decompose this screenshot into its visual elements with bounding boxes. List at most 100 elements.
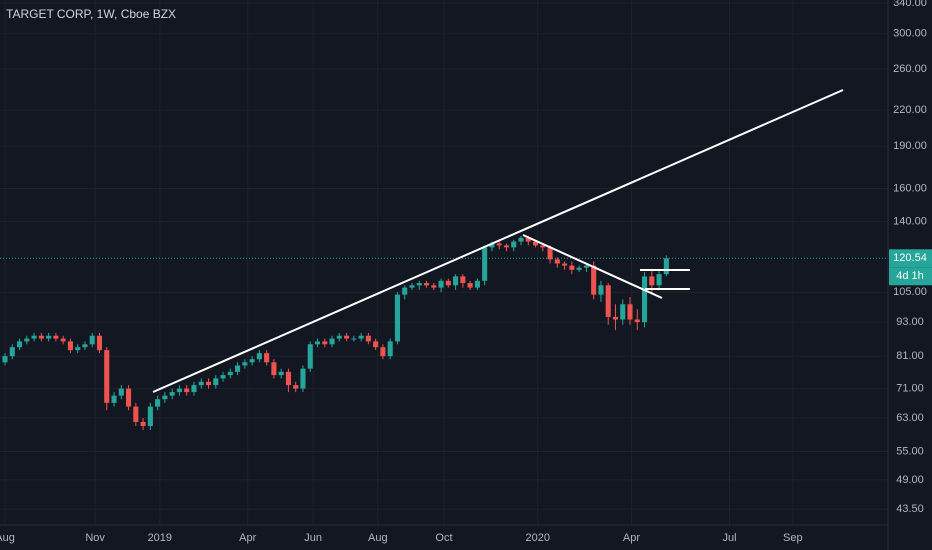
candle-body [264, 353, 270, 363]
candle-body [547, 247, 553, 260]
candle-body [2, 356, 8, 363]
candle-body [365, 335, 371, 342]
candle-body [532, 241, 539, 246]
candle-body [525, 237, 531, 242]
candle-body [46, 335, 52, 339]
candle-body [191, 385, 197, 393]
x-tick-label: Nov [85, 532, 105, 544]
candle-body [307, 344, 313, 369]
candle-body [256, 353, 262, 360]
candle-body [344, 335, 350, 339]
y-tick-label: 43.50 [896, 503, 924, 515]
candle-body [605, 285, 611, 317]
y-tick-label: 105.00 [893, 286, 927, 298]
candle-body [467, 283, 473, 288]
candle-body [554, 259, 560, 264]
candle-body [394, 294, 400, 342]
x-tick-label: 2019 [148, 532, 172, 544]
candle-body [358, 335, 364, 339]
y-tick-label: 160.00 [893, 182, 927, 194]
candle-body [293, 385, 299, 389]
candle-body [227, 371, 233, 376]
candle-body [336, 335, 342, 339]
candle-body [431, 285, 437, 288]
candle-body [53, 335, 59, 339]
candle-body [583, 265, 589, 268]
candle-body [612, 316, 619, 320]
candle-body [17, 341, 23, 348]
candle-body [518, 237, 524, 242]
x-tick-label: Apr [239, 532, 256, 544]
candle-body [285, 371, 291, 386]
candle-body [75, 347, 81, 351]
candles [0, 235, 888, 431]
x-tick-label: Sep [783, 532, 803, 544]
candle-body [235, 365, 241, 372]
candle-body [402, 287, 408, 295]
candle-body [278, 371, 284, 376]
candle-body [162, 395, 168, 400]
candle-body [503, 245, 510, 248]
candle-body [627, 304, 633, 320]
candle-body [249, 359, 255, 363]
candle-body [184, 388, 190, 393]
candle-body [198, 381, 204, 386]
candle-body [133, 406, 139, 422]
candle-body [205, 381, 212, 386]
candle-body [438, 280, 444, 288]
x-tick-label: Jun [304, 532, 322, 544]
y-tick-label: 140.00 [893, 215, 927, 227]
candle-body [111, 395, 117, 403]
candle-body [409, 285, 415, 288]
candle-body [489, 243, 495, 248]
candle-body [511, 241, 517, 248]
y-tick-label: 81.00 [896, 350, 924, 362]
candle-body [423, 283, 430, 286]
countdown-box [889, 267, 932, 286]
y-tick-label: 63.00 [896, 412, 924, 424]
last-price-label: 120.54 [893, 252, 927, 264]
y-tick-label: 220.00 [893, 104, 927, 116]
candle-body [314, 341, 321, 345]
candle-body [118, 388, 124, 396]
y-tick-label: 300.00 [893, 28, 927, 40]
candle-body [598, 285, 604, 295]
x-tick-label: 2020 [525, 532, 549, 544]
candle-body [300, 368, 306, 389]
candle-body [96, 335, 103, 351]
candle-body [9, 347, 15, 357]
candle-body [31, 335, 37, 339]
candle-body [126, 388, 132, 407]
y-tick-label: 190.00 [893, 140, 927, 152]
candle-body [569, 265, 575, 270]
candle-body [169, 392, 175, 396]
candle-body [67, 341, 73, 351]
x-tick-label: Aug [0, 532, 15, 544]
candle-body [591, 265, 597, 295]
y-tick-label: 93.00 [896, 316, 924, 328]
x-tick-label: Oct [435, 532, 452, 544]
candle-body [176, 388, 182, 393]
candle-body [416, 283, 422, 286]
candle-body [562, 263, 568, 266]
candle-body [496, 243, 502, 246]
candle-body [220, 375, 226, 379]
candle-body [140, 421, 146, 426]
candle-body [656, 274, 662, 286]
candle-body [663, 258, 669, 275]
chart-title: TARGET CORP, 1W, Cboe BZX [6, 7, 176, 21]
trendline [152, 89, 844, 393]
candle-body [460, 276, 466, 284]
candle-body [89, 335, 95, 345]
candle-body [387, 341, 393, 357]
candle-body [373, 341, 379, 348]
y-tick-label: 71.00 [896, 383, 924, 395]
countdown-label: 4d 1h [896, 270, 924, 282]
candle-body [445, 280, 451, 286]
candle-body [155, 399, 161, 407]
candle-body [82, 344, 88, 348]
candle-body [649, 276, 655, 286]
candle-body [322, 341, 328, 345]
